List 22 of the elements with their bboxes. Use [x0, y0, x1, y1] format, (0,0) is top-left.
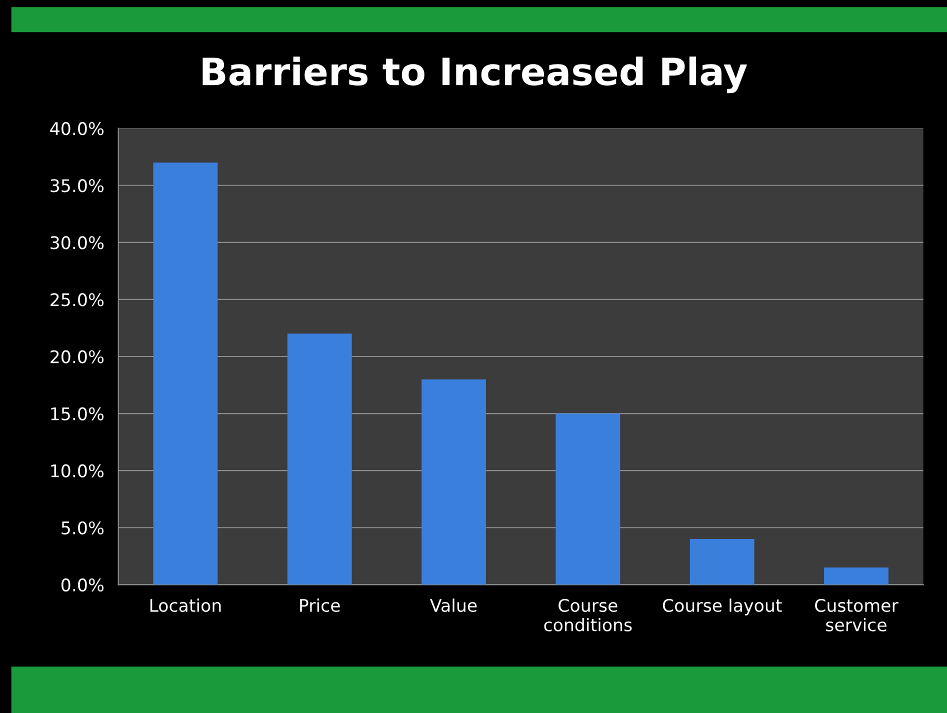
x-tick-label: Price	[300, 598, 340, 612]
y-tick-label: 5.0%	[62, 521, 104, 534]
y-tick-label: 35.0%	[50, 179, 104, 192]
y-tick-label: 20.0%	[50, 350, 104, 364]
bar	[690, 539, 754, 585]
y-tick-label: 30.0%	[50, 236, 104, 250]
bar	[556, 414, 620, 585]
y-tick-label: 0.0%	[62, 578, 104, 592]
bar	[824, 568, 888, 585]
x-tick-label: Course conditions	[544, 598, 632, 632]
bar	[153, 162, 218, 585]
y-tick-label: 10.0%	[51, 464, 104, 478]
x-tick-label: Location	[150, 598, 221, 612]
bar	[422, 379, 486, 585]
y-tick-label: 40.0%	[50, 122, 104, 136]
x-tick-label: Course layout	[662, 598, 782, 616]
y-tick-label: 15.0%	[51, 407, 104, 420]
x-tick-label: Customer service	[815, 598, 898, 632]
y-tick-label: 25.0%	[50, 293, 104, 306]
x-tick-label: Value	[430, 598, 477, 612]
chart-title: Barriers to Increased Play	[202, 56, 748, 94]
bar	[287, 334, 352, 585]
